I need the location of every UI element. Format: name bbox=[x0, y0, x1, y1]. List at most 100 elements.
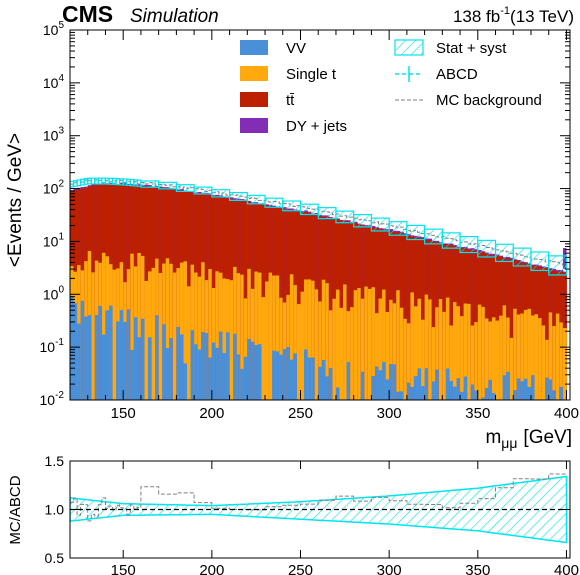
single-top-bin bbox=[491, 317, 496, 400]
vv-bin bbox=[98, 305, 103, 400]
abcd-band-box bbox=[299, 203, 319, 216]
vv-bin bbox=[140, 318, 145, 400]
main-plot-area bbox=[70, 177, 568, 400]
vv-bin bbox=[328, 367, 333, 400]
vv-bin bbox=[204, 332, 209, 400]
vv-bin bbox=[474, 390, 479, 400]
single-top-bin bbox=[91, 272, 96, 400]
vv-bin bbox=[516, 378, 521, 400]
x-tick-label: 150 bbox=[111, 405, 136, 422]
vv-bin bbox=[80, 300, 85, 400]
ttbar-bin bbox=[403, 234, 408, 400]
single-top-bin bbox=[233, 266, 238, 400]
vv-bin bbox=[254, 345, 259, 400]
single-top-bin bbox=[374, 313, 379, 400]
single-top-bin bbox=[247, 268, 252, 400]
legend-label: ABCD bbox=[436, 66, 478, 83]
single-top-bin bbox=[385, 312, 390, 400]
single-top-bin bbox=[406, 323, 411, 400]
single-top-bin bbox=[456, 306, 461, 400]
vv-bin bbox=[247, 338, 252, 400]
abcd-band-box bbox=[211, 189, 231, 198]
single-top-bin bbox=[442, 311, 447, 400]
abcd-band-box bbox=[370, 217, 390, 232]
vv-bin bbox=[552, 390, 557, 400]
vv-bin bbox=[530, 375, 535, 400]
ttbar-bin bbox=[545, 267, 550, 400]
abcd-band-box bbox=[353, 214, 373, 228]
single-top-bin bbox=[516, 314, 521, 400]
ratio-x-tick-label: 400 bbox=[554, 562, 579, 575]
single-top-bin bbox=[364, 286, 369, 400]
vv-bin bbox=[201, 331, 206, 400]
vv-bin bbox=[463, 376, 468, 400]
vv-bin bbox=[417, 368, 422, 400]
single-top-bin bbox=[350, 307, 355, 400]
vv-bin bbox=[73, 303, 78, 400]
vv-bin bbox=[396, 391, 401, 400]
ratio-x-tick-label: 300 bbox=[377, 562, 402, 575]
vv-bin bbox=[94, 314, 99, 400]
vv-bin bbox=[392, 364, 397, 400]
legend-label: MC background bbox=[436, 92, 542, 109]
abcd-band-box bbox=[246, 194, 266, 205]
single-top-bin bbox=[502, 305, 507, 400]
abcd-band-box bbox=[477, 239, 497, 258]
vv-bin bbox=[513, 390, 518, 400]
ratio-x-tick-label: 150 bbox=[111, 562, 136, 575]
vv-bin bbox=[218, 331, 223, 400]
single-top-bin bbox=[208, 269, 213, 400]
single-top-bin bbox=[499, 315, 504, 400]
single-top-bin bbox=[346, 311, 351, 400]
y-tick-label: 100 bbox=[43, 284, 65, 302]
vv-bin bbox=[470, 384, 475, 400]
vv-bin bbox=[87, 315, 92, 400]
vv-bin bbox=[243, 356, 248, 400]
vv-bin bbox=[236, 354, 241, 400]
vv-bin bbox=[311, 357, 316, 400]
vv-bin bbox=[318, 366, 323, 400]
abcd-band-box bbox=[548, 255, 568, 276]
vv-bin bbox=[346, 361, 351, 400]
single-top-bin bbox=[527, 308, 532, 400]
vv-bin bbox=[527, 387, 532, 400]
vv-bin bbox=[116, 321, 121, 400]
vv-bin bbox=[385, 379, 390, 400]
vv-bin bbox=[559, 386, 564, 400]
ttbar-bin bbox=[509, 259, 514, 400]
vv-bin bbox=[155, 315, 160, 400]
ttbar-bin bbox=[346, 221, 351, 400]
vv-bin bbox=[208, 357, 213, 400]
single-top-bin bbox=[463, 303, 468, 400]
vv-bin bbox=[335, 387, 340, 400]
single-top-bin bbox=[343, 284, 347, 400]
vv-bin bbox=[240, 368, 245, 400]
single-top-bin bbox=[545, 339, 550, 400]
vv-bin bbox=[275, 351, 280, 400]
vv-bin bbox=[410, 386, 415, 400]
vv-bin bbox=[374, 366, 379, 400]
vv-bin bbox=[293, 353, 298, 400]
single-top-bin bbox=[328, 310, 333, 400]
abcd-band-box bbox=[193, 186, 213, 195]
single-top-bin bbox=[435, 307, 440, 400]
single-top-bin bbox=[279, 297, 284, 400]
vv-bin bbox=[126, 309, 131, 400]
single-top-bin bbox=[289, 274, 294, 400]
vv-bin bbox=[456, 378, 461, 400]
single-top-bin bbox=[413, 306, 418, 400]
single-top-bin bbox=[318, 301, 323, 400]
single-top-bin bbox=[484, 318, 489, 400]
single-top-bin bbox=[325, 283, 330, 400]
vv-bin bbox=[101, 334, 106, 400]
single-top-bin bbox=[530, 315, 535, 400]
single-top-bin bbox=[307, 279, 312, 400]
x-tick-label: 250 bbox=[288, 405, 313, 422]
single-top-bin bbox=[314, 289, 319, 400]
vv-bin bbox=[215, 347, 220, 400]
single-top-bin bbox=[158, 272, 163, 400]
single-top-bin bbox=[151, 267, 156, 400]
vv-bin bbox=[222, 352, 227, 400]
vv-bin bbox=[148, 337, 152, 400]
abcd-band-box bbox=[264, 197, 284, 208]
